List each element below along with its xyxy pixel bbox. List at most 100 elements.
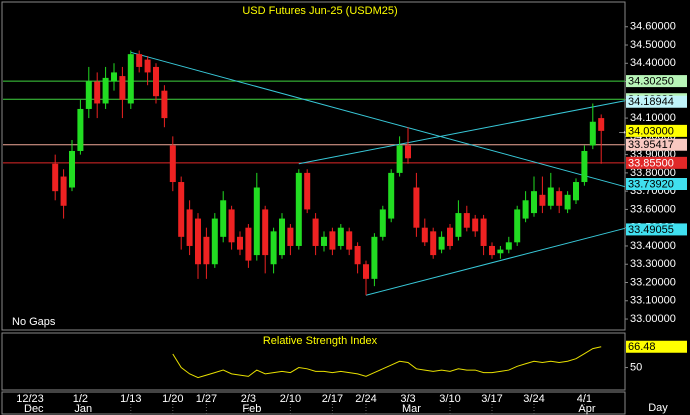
candle-body (539, 194, 546, 206)
rsi-title: Relative Strength Index (263, 335, 378, 347)
candle-body (438, 236, 445, 250)
x-tick-label: 3/24 (523, 393, 544, 405)
last-arrow: → (617, 125, 628, 137)
candle-body (497, 249, 504, 254)
y-tick-label: 33.00000 (630, 313, 676, 325)
trendline-tag-box (626, 223, 687, 236)
x-month-label: Feb (242, 403, 261, 415)
candle-body (85, 81, 92, 109)
candle-body (598, 118, 605, 131)
candle-body (127, 54, 134, 104)
x-unit: Day (648, 402, 668, 414)
candle-body (589, 121, 596, 146)
candle-body (262, 209, 269, 256)
candle-body (421, 227, 428, 243)
candle-body (564, 194, 571, 210)
trendline-tag-box (626, 178, 687, 191)
y-tick-label: 34.60000 (630, 21, 676, 33)
y-tick-label: 33.80000 (630, 167, 676, 179)
trendline-tag: 33.49055 (628, 224, 674, 236)
y-tick-label: 34.40000 (630, 57, 676, 69)
x-month-label: Mar (402, 403, 421, 415)
level-tag: 33.85500 (628, 157, 674, 169)
y-tick-label: 34.50000 (630, 39, 676, 51)
trendline-tag: 33.73920 (628, 178, 674, 190)
candle-body (94, 81, 101, 104)
y-tick-label: 33.20000 (630, 276, 676, 288)
x-tick-label: 1/13 (120, 393, 141, 405)
x-tick-label: 1/2 (73, 393, 88, 405)
candle-body (379, 209, 386, 237)
candle-body (287, 227, 294, 246)
candle-body (363, 264, 369, 279)
candle-body (480, 218, 487, 246)
candle-body (203, 236, 210, 265)
candle-body (430, 231, 437, 256)
rsi-panel-frame (1, 332, 626, 391)
candle-body (405, 145, 411, 159)
trendline (298, 100, 626, 165)
x-tick-label: 4/1 (577, 393, 592, 405)
level-tag: 34.30250 (628, 76, 674, 88)
last-tag-box (626, 124, 687, 137)
candle-body (514, 209, 521, 243)
candle-body (186, 209, 193, 246)
last-tag: 34.03000 (628, 125, 674, 137)
candle-body (413, 187, 420, 228)
y-tick-label: 34.10000 (630, 112, 676, 124)
candle-body (447, 227, 453, 246)
x-month-label: Dec (24, 403, 44, 415)
price-panel-frame (1, 1, 626, 331)
candle-body (228, 209, 235, 243)
date-axis-frame (1, 391, 626, 415)
x-tick-label: 3/10 (439, 393, 460, 405)
candle-body (245, 227, 252, 261)
candle-body (472, 218, 479, 232)
candle-body (195, 218, 201, 265)
candle-body (531, 191, 537, 214)
gap-note: No Gaps (12, 316, 56, 328)
x-tick-label: 1/27 (196, 393, 217, 405)
candle-body (346, 231, 353, 250)
level-tag-box (626, 138, 687, 151)
candle-body (581, 150, 588, 183)
trendline (365, 227, 626, 296)
candle-body (505, 242, 512, 250)
candle-body (556, 191, 563, 206)
chart-title: USD Futures Jun-25 (USDM25) (242, 5, 397, 17)
candle-body (119, 76, 126, 100)
candle-body (547, 187, 554, 206)
candle-body (178, 182, 185, 237)
candle-body (321, 236, 327, 246)
candle-body (52, 163, 59, 192)
rsi-line (172, 346, 602, 379)
candle-body (161, 90, 168, 119)
candle-body (136, 54, 143, 67)
candle-body (253, 187, 260, 256)
candle-body (153, 66, 159, 97)
rsi-tag-box (626, 340, 687, 353)
candle-body (354, 245, 361, 265)
y-tick-label: 33.30000 (630, 258, 676, 270)
x-month-label: Jan (74, 403, 92, 415)
candle-body (102, 77, 109, 104)
candle-body (279, 218, 285, 256)
candle-body (522, 200, 529, 219)
y-tick-label: 33.40000 (630, 240, 676, 252)
y-tick-label: 33.10000 (630, 295, 676, 307)
x-tick-label: 1/20 (162, 393, 183, 405)
candle-body (573, 182, 579, 201)
trendline (130, 51, 626, 188)
y-tick-label: 50 (630, 361, 642, 373)
candle-body (371, 236, 378, 279)
x-tick-label: 2/3 (241, 393, 256, 405)
candle-body (463, 213, 470, 228)
candle-body (144, 59, 151, 73)
candle-body (111, 72, 117, 82)
candle-body (220, 200, 227, 237)
candle-body (211, 218, 218, 265)
candle-body (77, 108, 84, 151)
x-tick-label: 2/10 (280, 393, 301, 405)
